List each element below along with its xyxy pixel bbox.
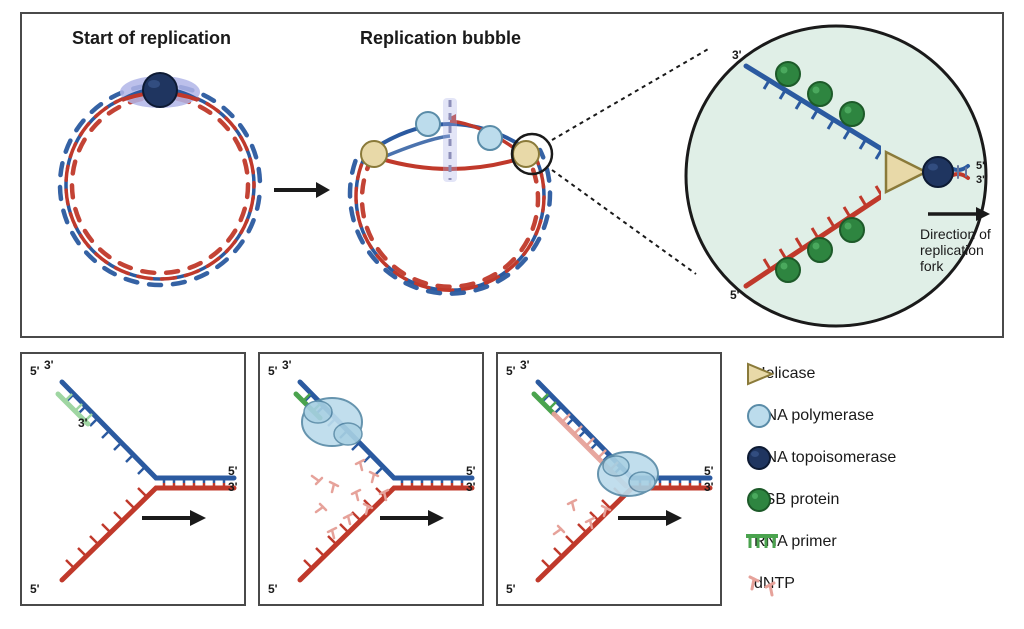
- dna-polymerase-icon: [742, 402, 776, 430]
- p2-3tl: 3': [282, 358, 292, 372]
- arrow-start-to-bubble: [272, 178, 332, 202]
- p1-3r: 3': [228, 480, 238, 494]
- fork-dir-3: fork: [920, 258, 943, 274]
- p3-5tl: 5': [506, 364, 516, 378]
- helicase-icon: [742, 360, 776, 388]
- rna-primer-icon: [742, 528, 782, 556]
- zoom-3-top: 3': [732, 48, 742, 62]
- legend-topoisomerase: DNA topoisomerase: [742, 444, 896, 472]
- p3-5r: 5': [704, 464, 714, 478]
- p2-5tl: 5': [268, 364, 278, 378]
- zoom-5-bot: 5': [730, 288, 740, 302]
- p2-5r: 5': [466, 464, 476, 478]
- fork-svg-2: [260, 354, 482, 604]
- dntp-icon: [742, 569, 782, 599]
- p3-5bl: 5': [506, 582, 516, 596]
- fork-dir-1: Direction of: [920, 226, 991, 242]
- legend-ssb: SSB protein: [742, 486, 839, 514]
- legend-polymerase: DNA polymerase: [742, 402, 874, 430]
- title-start: Start of replication: [72, 28, 231, 49]
- zoom-3-right: 3': [976, 174, 985, 186]
- dna-topoisomerase-icon: [742, 444, 776, 472]
- p1-5bl: 5': [30, 582, 40, 596]
- p3-3r: 3': [704, 480, 714, 494]
- zoom-circle: [676, 18, 996, 338]
- ssb-protein-icon: [742, 486, 776, 514]
- fork-svg-3: [498, 354, 720, 604]
- legend-helicase: Helicase: [742, 360, 815, 388]
- p2-3r: 3': [466, 480, 476, 494]
- fork-svg-1: [22, 354, 244, 604]
- title-bubble: Replication bubble: [360, 28, 521, 49]
- dna-circle-start: [40, 40, 280, 330]
- legend-rna-primer: RNA primer: [742, 528, 837, 556]
- p1-3pr: 3': [78, 416, 88, 430]
- fork-dir-2: replication: [920, 242, 984, 258]
- zoom-5-right: 5': [976, 160, 985, 172]
- p2-5bl: 5': [268, 582, 278, 596]
- legend-dntp: dNTP: [742, 570, 795, 598]
- p3-3tl: 3': [520, 358, 530, 372]
- p1-5tl: 5': [30, 364, 40, 378]
- p1-5r: 5': [228, 464, 238, 478]
- p1-3tl: 3': [44, 358, 54, 372]
